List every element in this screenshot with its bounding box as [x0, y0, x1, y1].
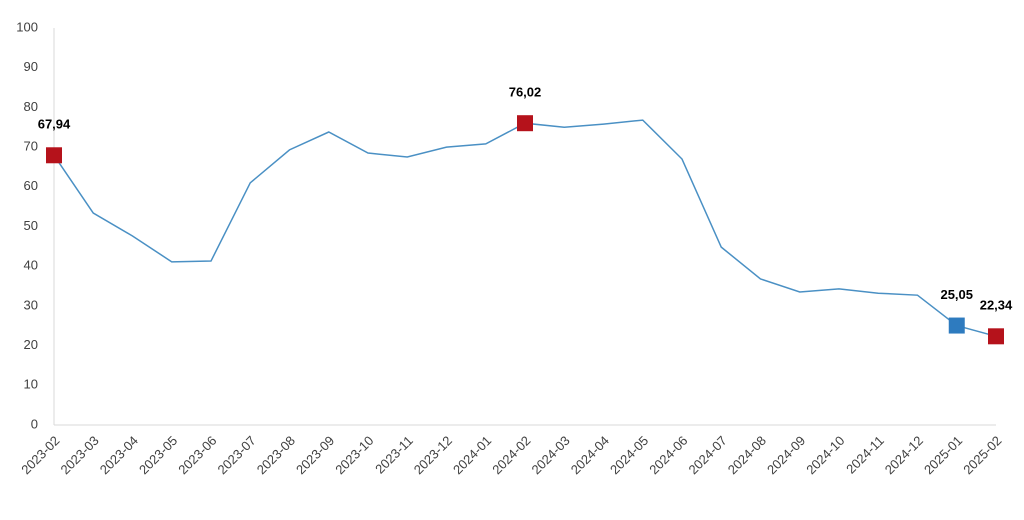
x-tick-label: 2023-05 — [136, 433, 180, 477]
x-tick-label: 2024-03 — [528, 433, 572, 477]
x-tick-label: 2024-01 — [450, 433, 494, 477]
x-tick-label: 2023-04 — [97, 433, 141, 477]
x-tick-label: 2024-08 — [725, 433, 769, 477]
y-tick-label: 40 — [24, 258, 38, 273]
y-tick-label: 80 — [24, 99, 38, 114]
marker — [988, 328, 1004, 345]
line — [53, 119, 997, 338]
y-tick-label: 60 — [24, 178, 38, 193]
y-tick-label: 30 — [24, 297, 38, 312]
x-tick-label: 2025-02 — [960, 433, 1004, 477]
x-tick-label: 2023-11 — [372, 433, 416, 477]
marker — [948, 317, 965, 334]
x-tick-label: 2023-02 — [18, 433, 62, 477]
x-tick-label: 2023-03 — [57, 433, 101, 477]
x-tick-label: 2024-10 — [803, 433, 847, 477]
y-tick-label: 0 — [31, 416, 38, 431]
x-tick-label: 2023-06 — [175, 433, 219, 477]
x-tick-label: 2024-05 — [607, 433, 651, 477]
x-tick-label: 2024-11 — [843, 433, 887, 477]
x-tick-label: 2024-06 — [646, 433, 690, 477]
y-tick-label: 50 — [24, 218, 38, 233]
x-tick-label: 2024-04 — [568, 433, 612, 477]
y-tick-label: 90 — [24, 59, 38, 74]
x-tick-label: 2023-10 — [332, 433, 376, 477]
value-label: 22,34 — [980, 298, 1013, 313]
x-tick-label: 2024-07 — [685, 433, 729, 477]
y-tick-label: 100 — [16, 19, 38, 34]
x-tick-label: 2023-07 — [214, 433, 258, 477]
x-tick-label: 2024-02 — [489, 433, 533, 477]
value-label: 67,94 — [38, 117, 71, 132]
x-tick-label: 2023-12 — [411, 433, 455, 477]
x-tick-label: 2024-12 — [882, 433, 926, 477]
value-label: 76,02 — [509, 85, 542, 100]
marker — [517, 115, 533, 132]
y-tick-label: 20 — [24, 337, 38, 352]
x-tick-label: 2023-08 — [254, 433, 298, 477]
marker — [46, 147, 62, 164]
y-tick-label: 10 — [24, 377, 38, 392]
x-tick-label: 2024-09 — [764, 433, 808, 477]
x-tick-label: 2023-09 — [293, 433, 337, 477]
x-tick-label: 2025-01 — [921, 433, 965, 477]
value-label: 25,05 — [940, 287, 973, 302]
y-tick-label: 70 — [24, 139, 38, 154]
